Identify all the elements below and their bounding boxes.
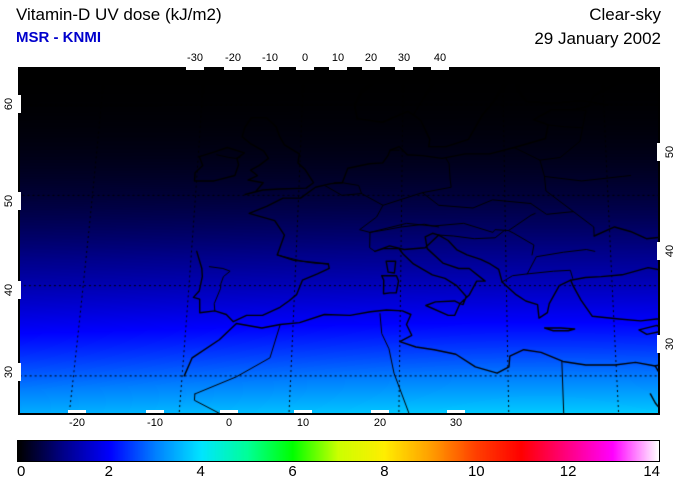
- axis-tick-label-left: 50: [3, 194, 15, 208]
- axis-tick-label-top: -30: [187, 52, 203, 64]
- axis-tick-label-bottom: 20: [373, 417, 387, 429]
- colorbar-tick-label: 4: [196, 463, 205, 480]
- axis-tick-mark-left: [18, 363, 21, 381]
- colorbar-tick-label: 14: [643, 463, 660, 480]
- axis-tick-mark-left: [18, 192, 21, 210]
- axis-tick-label-left: 30: [3, 365, 15, 379]
- axis-tick-label-right: 40: [664, 244, 676, 258]
- axis-tick-mark-right: [657, 335, 660, 353]
- axis-tick-label-top: 40: [433, 52, 447, 64]
- colorbar-tick-label: 10: [467, 463, 485, 480]
- data-source-label: MSR - KNMI: [16, 29, 101, 46]
- axis-tick-mark-bottom: [220, 410, 238, 413]
- axis-tick-label-right: 30: [664, 337, 676, 351]
- colorbar-tick-label: 6: [288, 463, 297, 480]
- axis-tick-label-right: 50: [664, 145, 676, 159]
- page-title: Vitamin-D UV dose (kJ/m2): [16, 5, 222, 24]
- colorbar-tick-label: 0: [17, 463, 26, 480]
- axis-tick-mark-top: [431, 67, 449, 70]
- axis-tick-mark-left: [18, 95, 21, 113]
- axis-tick-mark-top: [329, 67, 347, 70]
- colorbar-tick-label: 8: [380, 463, 389, 480]
- axis-tick-mark-top: [224, 67, 242, 70]
- axis-tick-mark-bottom: [146, 410, 164, 413]
- axis-tick-mark-bottom: [294, 410, 312, 413]
- axis-tick-label-left: 40: [3, 283, 15, 297]
- axis-tick-mark-top: [186, 67, 204, 70]
- colorbar-tick-label: 2: [104, 463, 114, 480]
- axis-tick-mark-bottom: [68, 410, 86, 413]
- axis-tick-mark-top: [261, 67, 279, 70]
- axis-tick-label-bottom: 10: [296, 417, 310, 429]
- axis-tick-mark-top: [395, 67, 413, 70]
- map-plot-frame: [18, 67, 660, 415]
- axis-tick-mark-bottom: [371, 410, 389, 413]
- sky-condition-label: Clear-sky: [589, 5, 661, 24]
- colorbar-tick-labels: 0 2 4 6 8 10 12 14: [17, 463, 660, 480]
- colorbar-tick-label: 12: [559, 463, 577, 480]
- axis-tick-mark-left: [18, 281, 21, 299]
- axis-tick-label-left: 60: [3, 97, 15, 111]
- axis-tick-label-bottom: 30: [449, 417, 463, 429]
- axis-tick-label-top: 20: [364, 52, 378, 64]
- date-label: 29 January 2002: [534, 29, 661, 48]
- axis-tick-mark-top: [296, 67, 314, 70]
- axis-tick-label-bottom: 0: [225, 417, 233, 429]
- axis-tick-label-top: 10: [331, 52, 345, 64]
- axis-tick-mark-top: [362, 67, 380, 70]
- axis-tick-label-top: 0: [301, 52, 309, 64]
- colorbar-gradient: [18, 441, 659, 461]
- map-heatmap-canvas: [20, 69, 658, 413]
- axis-tick-mark-right: [657, 143, 660, 161]
- axis-tick-label-top: 30: [397, 52, 411, 64]
- colorbar: [17, 440, 660, 462]
- axis-tick-label-top: -20: [225, 52, 241, 64]
- axis-tick-label-top: -10: [262, 52, 278, 64]
- axis-tick-label-bottom: -10: [147, 417, 163, 429]
- axis-tick-mark-bottom: [447, 410, 465, 413]
- axis-tick-label-bottom: -20: [69, 417, 85, 429]
- axis-tick-mark-right: [657, 242, 660, 260]
